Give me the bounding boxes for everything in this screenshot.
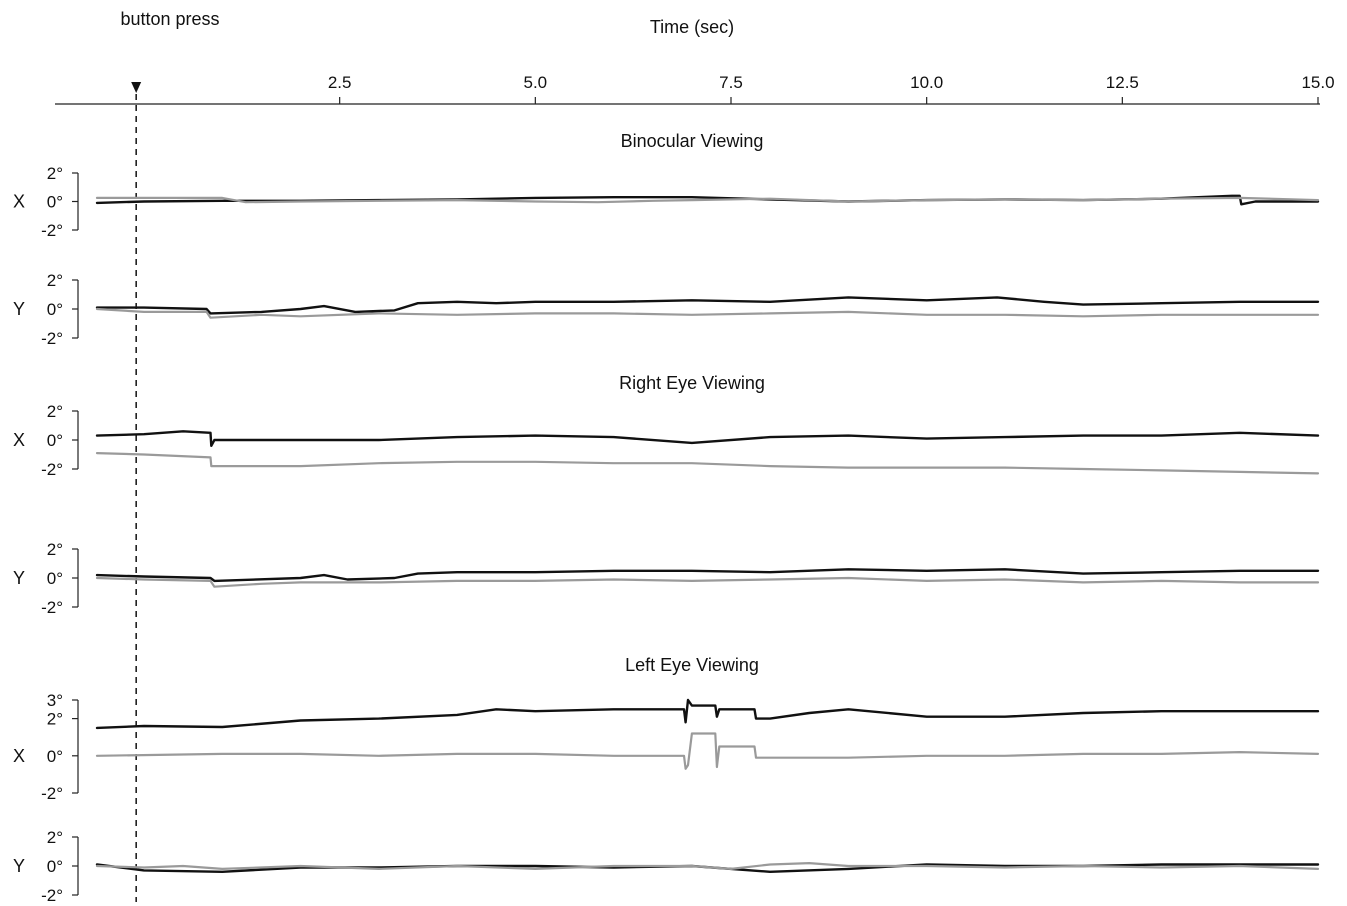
axis-letter: Y bbox=[13, 299, 25, 319]
y-tick-label: 2° bbox=[47, 271, 63, 290]
button-press-label: button press bbox=[120, 9, 219, 29]
panel-0-x: 2° 0° -2° X bbox=[13, 164, 1320, 240]
panel-1-x: 2° 0° -2° X bbox=[13, 402, 1320, 479]
y-tick-label: 2° bbox=[47, 164, 63, 183]
time-tick-label: 2.5 bbox=[328, 73, 352, 92]
y-tick-label: 0° bbox=[47, 431, 63, 450]
trace-gray bbox=[95, 307, 1320, 319]
panel-2-x: 3°2° 0° -2° X bbox=[13, 691, 1320, 803]
axis-letter: X bbox=[13, 192, 25, 212]
y-tick-label: 0° bbox=[47, 747, 63, 766]
x-axis-title: Time (sec) bbox=[650, 17, 734, 37]
trace-black bbox=[95, 568, 1320, 583]
y-tick-label: -2° bbox=[41, 221, 63, 240]
trace-gray bbox=[95, 452, 1320, 475]
y-tick-label: 0° bbox=[47, 857, 63, 876]
y-tick-label: -2° bbox=[41, 460, 63, 479]
y-tick-label: 2° bbox=[47, 540, 63, 559]
y-tick-label: 2° bbox=[47, 828, 63, 847]
time-tick-label: 5.0 bbox=[524, 73, 548, 92]
y-tick-label: 2° bbox=[47, 402, 63, 421]
time-tick-label: 12.5 bbox=[1106, 73, 1139, 92]
y-tick-label: 0° bbox=[47, 569, 63, 588]
axis-letter: X bbox=[13, 746, 25, 766]
trace-gray bbox=[95, 861, 1320, 871]
y-tick-label: 3° bbox=[47, 691, 63, 710]
panel-2-y: 2° 0° -2° Y bbox=[13, 828, 1320, 905]
y-tick-label: -2° bbox=[41, 886, 63, 905]
y-tick-label: 0° bbox=[47, 193, 63, 212]
time-axis-ticks: 2.5 5.0 7.5 10.0 12.5 15.0 bbox=[328, 73, 1335, 104]
panel-1-y: 2° 0° -2° Y bbox=[13, 540, 1320, 617]
trace-black bbox=[95, 430, 1320, 447]
y-tick-label: -2° bbox=[41, 784, 63, 803]
trace-gray bbox=[95, 196, 1320, 204]
trace-black bbox=[95, 698, 1320, 730]
y-tick-label: -2° bbox=[41, 329, 63, 348]
trace-panels: 2°0°-2°X2°0°-2°Y2°0°-2°X2°0°-2°Y3°2°0°-2… bbox=[13, 164, 1320, 905]
y-tick-label: 2° bbox=[47, 710, 63, 729]
section-title-right-eye: Right Eye Viewing bbox=[619, 373, 765, 393]
section-title-left-eye: Left Eye Viewing bbox=[625, 655, 759, 675]
axis-letter: Y bbox=[13, 568, 25, 588]
trace-gray bbox=[95, 576, 1320, 588]
time-tick-label: 7.5 bbox=[719, 73, 743, 92]
y-tick-label: 0° bbox=[47, 300, 63, 319]
button-press-arrow-icon bbox=[131, 82, 142, 93]
trace-gray bbox=[95, 732, 1320, 770]
panel-0-y: 2° 0° -2° Y bbox=[13, 271, 1320, 348]
trace-black bbox=[95, 296, 1320, 315]
axis-letter: Y bbox=[13, 856, 25, 876]
time-tick-label: 10.0 bbox=[910, 73, 943, 92]
axis-letter: X bbox=[13, 430, 25, 450]
y-tick-label: -2° bbox=[41, 598, 63, 617]
section-title-binocular: Binocular Viewing bbox=[621, 131, 764, 151]
time-tick-label: 15.0 bbox=[1301, 73, 1334, 92]
